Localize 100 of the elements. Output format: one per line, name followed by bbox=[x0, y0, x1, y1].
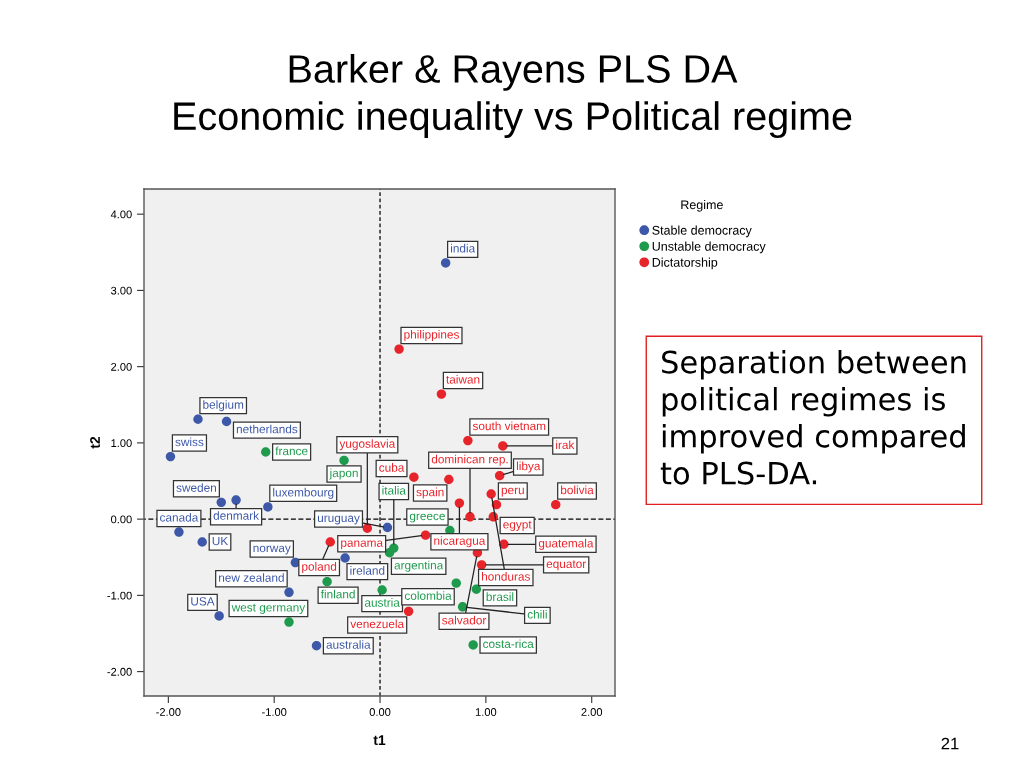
x-axis-title: t1 bbox=[373, 735, 386, 746]
data-label: equator bbox=[546, 560, 586, 571]
point bbox=[468, 640, 478, 650]
data-label: belgium bbox=[203, 400, 244, 412]
data-label: finland bbox=[320, 589, 355, 599]
x-tick-label: -1.00 bbox=[262, 708, 287, 716]
data-label: ireland bbox=[350, 566, 385, 575]
point bbox=[377, 585, 387, 595]
data-label: sweden bbox=[176, 483, 216, 492]
point bbox=[231, 495, 241, 505]
point bbox=[465, 512, 475, 522]
point bbox=[214, 611, 224, 621]
point bbox=[322, 576, 332, 587]
chart-title: Barker & Rayens PLS DA Economic inequality vs Political regime bbox=[174, 53, 852, 139]
point bbox=[451, 578, 461, 588]
data-label: uruguay bbox=[317, 515, 360, 525]
point bbox=[384, 547, 395, 558]
data-label: netherlands bbox=[236, 424, 298, 434]
data-label: france bbox=[275, 446, 308, 456]
data-label: south vietnam bbox=[472, 421, 546, 431]
text: 21 bbox=[941, 737, 959, 750]
legend-title: Regime bbox=[681, 200, 723, 212]
data-label: india bbox=[451, 243, 476, 253]
point bbox=[486, 489, 496, 499]
data-label: UK bbox=[212, 536, 229, 546]
point bbox=[463, 435, 473, 446]
legend-label: Unstable democracy bbox=[652, 241, 766, 254]
text: Separation between political regimes is improved compared to PLS-DA. bbox=[660, 350, 966, 485]
data-label: USA bbox=[191, 597, 215, 606]
point bbox=[165, 451, 176, 462]
data-label: chili bbox=[527, 609, 547, 619]
point bbox=[444, 474, 454, 485]
point bbox=[216, 497, 226, 508]
data-label: libya bbox=[516, 461, 541, 473]
data-label: australia bbox=[326, 640, 371, 649]
data-label: canada bbox=[160, 512, 199, 522]
data-label: luxembourg bbox=[273, 487, 334, 499]
point bbox=[551, 499, 561, 510]
data-label: panama bbox=[341, 540, 384, 550]
point bbox=[494, 470, 505, 481]
point bbox=[221, 416, 232, 427]
data-label: nicaragua bbox=[434, 536, 486, 548]
y-axis-title: t2 bbox=[90, 436, 100, 449]
data-label: irak bbox=[556, 440, 575, 450]
point bbox=[263, 502, 273, 512]
point bbox=[420, 530, 431, 540]
data-label: new zealand bbox=[219, 573, 284, 582]
data-label: honduras bbox=[481, 572, 530, 581]
legend-label: Dictatorship bbox=[652, 257, 718, 270]
point bbox=[197, 537, 207, 547]
x-tick-label: -2.00 bbox=[156, 708, 181, 716]
data-label: west germany bbox=[231, 603, 306, 614]
data-label: cuba bbox=[379, 463, 405, 472]
point bbox=[454, 498, 465, 508]
point bbox=[311, 640, 322, 651]
data-label: greece bbox=[409, 513, 445, 523]
point bbox=[339, 455, 349, 466]
point bbox=[284, 587, 294, 598]
point bbox=[325, 537, 335, 547]
point bbox=[261, 447, 271, 457]
data-label: taiwan bbox=[446, 374, 480, 384]
x-tick-label: 0.00 bbox=[369, 708, 391, 716]
data-label: poland bbox=[302, 562, 337, 574]
data-label: philippines bbox=[404, 330, 459, 342]
point bbox=[440, 258, 451, 268]
data-label: argentina bbox=[394, 560, 444, 572]
point bbox=[174, 527, 184, 537]
data-label: costa-rica bbox=[483, 639, 534, 649]
data-label: denmark bbox=[213, 511, 260, 520]
data-label: bolivia bbox=[561, 485, 594, 495]
point bbox=[394, 344, 404, 354]
y-tick-label: 2.00 bbox=[111, 362, 132, 371]
point bbox=[340, 553, 350, 563]
y-tick-label: 1.00 bbox=[111, 439, 132, 448]
y-tick-label: 3.00 bbox=[110, 286, 132, 295]
data-label: norway bbox=[253, 545, 291, 555]
data-label: salvador bbox=[442, 615, 487, 625]
data-label: egypt bbox=[503, 520, 532, 531]
point bbox=[362, 523, 373, 533]
point bbox=[498, 441, 508, 451]
point bbox=[409, 472, 419, 482]
x-tick-label: 2.00 bbox=[581, 708, 603, 716]
point bbox=[476, 560, 487, 570]
point bbox=[471, 584, 482, 594]
y-tick-label: 0.00 bbox=[111, 515, 132, 524]
data-label: guatemala bbox=[538, 538, 594, 550]
data-label: italia bbox=[382, 485, 406, 495]
x-tick-label: 1.00 bbox=[475, 708, 497, 716]
data-label: brasil bbox=[486, 592, 514, 602]
data-label: venezuela bbox=[350, 619, 405, 629]
point bbox=[403, 606, 414, 617]
y-tick-label: -2.00 bbox=[107, 667, 132, 676]
data-label: dominican rep. bbox=[431, 454, 508, 466]
data-label: peru bbox=[501, 487, 524, 497]
data-label: japon bbox=[329, 468, 358, 480]
y-tick-label: 4.00 bbox=[110, 210, 132, 219]
data-label: spain bbox=[416, 487, 444, 499]
y-tick-label: -1.00 bbox=[107, 591, 132, 600]
point bbox=[193, 414, 203, 424]
point bbox=[382, 522, 393, 533]
